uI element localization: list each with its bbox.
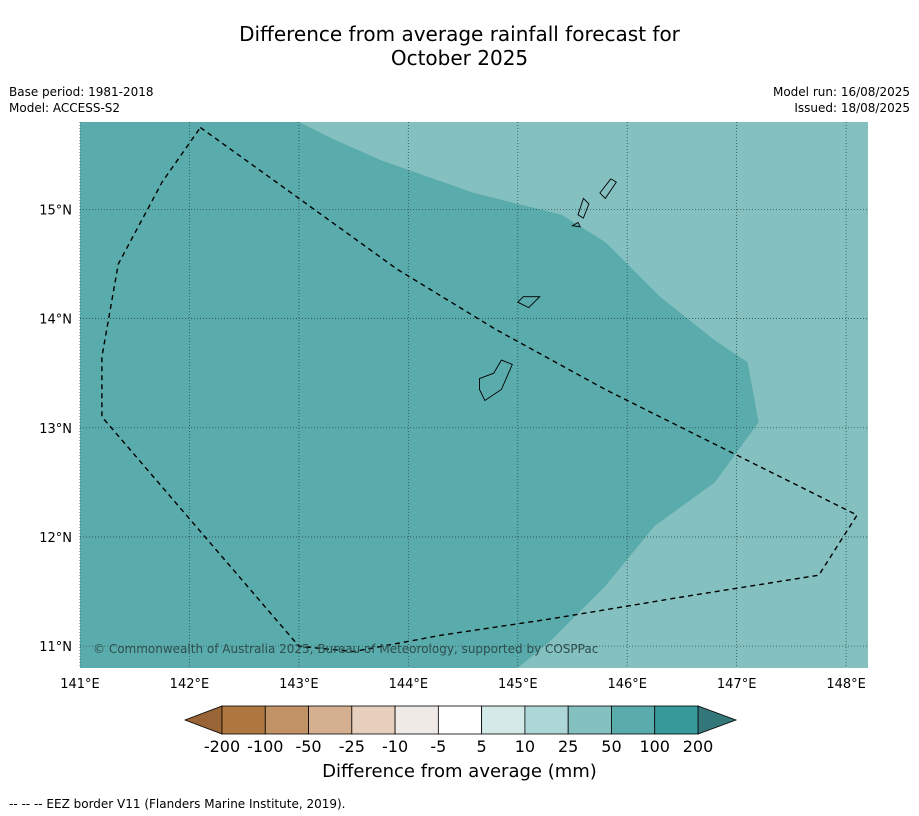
issued-text: Issued: 18/08/2025	[794, 101, 910, 115]
colorbar-swatch	[394, 705, 439, 735]
lat-tick-label: 11°N	[39, 640, 72, 655]
copyright-text: © Commonwealth of Australia 2025, Bureau…	[93, 642, 598, 656]
colorbar-title: Difference from average (mm)	[322, 761, 597, 782]
colorbar-under-arrow	[183, 705, 223, 735]
colorbar-tick-label: -200	[203, 737, 241, 756]
lat-tick-label: 14°N	[39, 313, 72, 328]
chart-title: Difference from average rainfall forecas…	[0, 22, 919, 70]
colorbar-tick-label: 5	[476, 737, 487, 756]
base-period-text: Base period: 1981-2018	[9, 85, 154, 99]
title-line-1: Difference from average rainfall forecas…	[239, 22, 680, 46]
colorbar-tick-label: -25	[338, 737, 365, 756]
rainfall-band-50-100	[80, 122, 759, 668]
colorbar-over-arrow	[697, 705, 738, 735]
colorbar-swatch	[264, 705, 309, 735]
eez-footnote: -- -- -- EEZ border V11 (Flanders Marine…	[9, 797, 346, 811]
lon-tick-label: 144°E	[389, 677, 429, 692]
colorbar-swatch	[308, 705, 353, 735]
island-outline	[577, 197, 590, 219]
meta-right: Model run: 16/08/2025 Issued: 18/08/2025	[773, 84, 910, 116]
lon-tick-label: 146°E	[607, 677, 647, 692]
model-text: Model: ACCESS-S2	[9, 101, 121, 115]
lon-tick-label: 143°E	[279, 677, 319, 692]
lon-tick-label: 148°E	[826, 677, 866, 692]
colorbar-swatch	[567, 705, 612, 735]
lon-tick-label: 145°E	[498, 677, 538, 692]
lat-tick-label: 12°N	[39, 531, 72, 546]
colorbar-swatch	[437, 705, 483, 735]
colorbar-tick-label: 200	[682, 737, 714, 756]
lon-tick-label: 142°E	[170, 677, 210, 692]
colorbar-tick-label: -10	[382, 737, 409, 756]
colorbar-tick-label: -5	[430, 737, 447, 756]
colorbar-swatch	[481, 705, 526, 735]
colorbar-swatch	[351, 705, 396, 735]
eez-border	[101, 126, 859, 653]
colorbar-tick-label: -50	[295, 737, 322, 756]
colorbar-swatch	[524, 705, 569, 735]
island-outline	[599, 178, 617, 200]
island-outline	[571, 221, 581, 228]
colorbar-swatch	[611, 705, 656, 735]
colorbar-swatch	[654, 705, 699, 735]
lat-tick-label: 13°N	[39, 422, 72, 437]
island-outline	[517, 296, 541, 309]
lon-tick-label: 147°E	[717, 677, 757, 692]
colorbar-tick-label: 50	[601, 737, 622, 756]
colorbar-tick-label: -100	[247, 737, 284, 756]
model-run-text: Model run: 16/08/2025	[772, 85, 910, 99]
lat-tick-label: 15°N	[39, 203, 72, 218]
colorbar-tick-label: 25	[557, 737, 579, 756]
island-outline	[479, 359, 513, 402]
colorbar-tick-label: 100	[639, 737, 670, 756]
meta-left: Base period: 1981-2018 Model: ACCESS-S2	[9, 84, 154, 116]
colorbar-labels: -200 -100 -50 -25 -10 -5 5 10 25 50 100 200	[0, 737, 919, 757]
lon-tick-label: 141°E	[60, 677, 100, 692]
colorbar-swatch	[221, 705, 266, 735]
title-line-2: October 2025	[390, 46, 529, 70]
colorbar-tick-label: 10	[514, 737, 536, 756]
